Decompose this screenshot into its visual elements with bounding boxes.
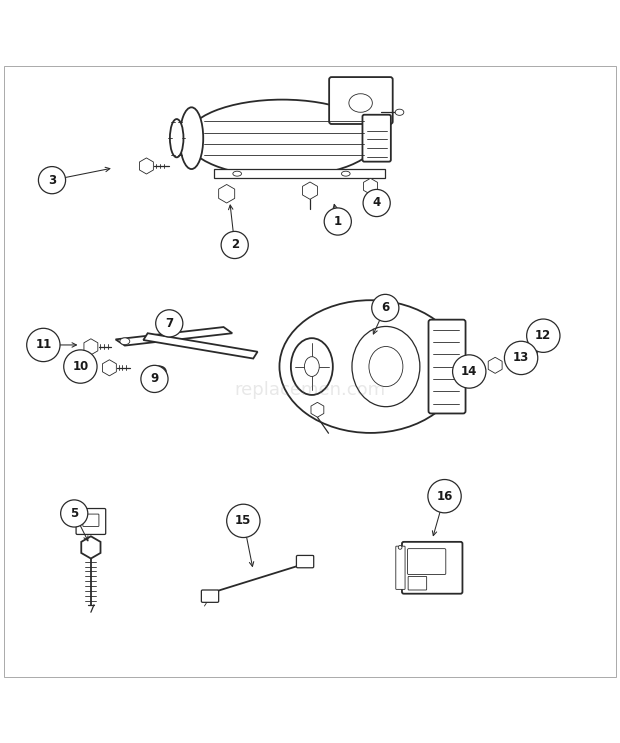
Ellipse shape bbox=[180, 107, 203, 169]
FancyBboxPatch shape bbox=[408, 577, 427, 590]
FancyBboxPatch shape bbox=[363, 114, 391, 162]
Text: 11: 11 bbox=[35, 339, 51, 351]
Ellipse shape bbox=[120, 338, 130, 345]
Ellipse shape bbox=[515, 347, 528, 357]
Ellipse shape bbox=[152, 366, 166, 377]
Circle shape bbox=[227, 504, 260, 537]
Circle shape bbox=[428, 479, 461, 513]
Polygon shape bbox=[140, 158, 153, 174]
FancyBboxPatch shape bbox=[428, 319, 466, 413]
Circle shape bbox=[453, 355, 486, 388]
Text: 4: 4 bbox=[373, 196, 381, 210]
Ellipse shape bbox=[349, 94, 373, 112]
Circle shape bbox=[372, 294, 399, 322]
Ellipse shape bbox=[304, 357, 319, 377]
Circle shape bbox=[156, 310, 183, 337]
FancyBboxPatch shape bbox=[407, 548, 446, 574]
Ellipse shape bbox=[233, 171, 241, 176]
Text: 14: 14 bbox=[461, 365, 477, 378]
Polygon shape bbox=[363, 178, 378, 195]
Text: 7: 7 bbox=[165, 317, 174, 330]
Circle shape bbox=[61, 500, 88, 527]
Ellipse shape bbox=[170, 119, 184, 158]
Polygon shape bbox=[488, 357, 502, 373]
FancyBboxPatch shape bbox=[202, 590, 219, 603]
Polygon shape bbox=[219, 184, 235, 203]
Circle shape bbox=[526, 319, 560, 352]
FancyBboxPatch shape bbox=[76, 508, 105, 534]
Ellipse shape bbox=[187, 100, 378, 177]
Circle shape bbox=[64, 350, 97, 383]
Circle shape bbox=[505, 341, 538, 374]
Circle shape bbox=[363, 189, 390, 216]
Polygon shape bbox=[143, 333, 257, 359]
Text: 2: 2 bbox=[231, 239, 239, 251]
Circle shape bbox=[141, 366, 168, 392]
Circle shape bbox=[38, 166, 66, 194]
Text: 16: 16 bbox=[436, 490, 453, 503]
Ellipse shape bbox=[398, 545, 402, 549]
Text: 5: 5 bbox=[70, 507, 78, 520]
Ellipse shape bbox=[352, 326, 420, 406]
Ellipse shape bbox=[395, 109, 404, 115]
FancyBboxPatch shape bbox=[83, 514, 99, 527]
Text: 15: 15 bbox=[235, 514, 252, 528]
FancyBboxPatch shape bbox=[396, 546, 405, 589]
Text: 9: 9 bbox=[150, 372, 159, 386]
Ellipse shape bbox=[342, 171, 350, 176]
Ellipse shape bbox=[156, 369, 162, 374]
Circle shape bbox=[27, 328, 60, 362]
Ellipse shape bbox=[369, 346, 403, 386]
Polygon shape bbox=[81, 536, 100, 559]
Polygon shape bbox=[84, 339, 98, 355]
Ellipse shape bbox=[280, 300, 461, 433]
Polygon shape bbox=[311, 403, 324, 417]
Ellipse shape bbox=[466, 370, 472, 375]
Text: 1: 1 bbox=[334, 215, 342, 228]
FancyBboxPatch shape bbox=[296, 556, 314, 568]
Polygon shape bbox=[525, 344, 538, 359]
Text: 10: 10 bbox=[73, 360, 89, 373]
Polygon shape bbox=[303, 182, 317, 199]
Polygon shape bbox=[215, 169, 385, 178]
Ellipse shape bbox=[462, 368, 476, 377]
Text: 13: 13 bbox=[513, 351, 529, 364]
Polygon shape bbox=[102, 360, 117, 376]
Circle shape bbox=[324, 208, 352, 235]
Polygon shape bbox=[115, 327, 232, 345]
FancyBboxPatch shape bbox=[402, 542, 463, 594]
Text: 3: 3 bbox=[48, 174, 56, 186]
FancyBboxPatch shape bbox=[329, 77, 392, 124]
Text: 12: 12 bbox=[535, 329, 551, 343]
Ellipse shape bbox=[291, 338, 333, 395]
Text: 6: 6 bbox=[381, 302, 389, 314]
Circle shape bbox=[221, 231, 248, 259]
Text: replacemen.com: replacemen.com bbox=[234, 381, 386, 399]
